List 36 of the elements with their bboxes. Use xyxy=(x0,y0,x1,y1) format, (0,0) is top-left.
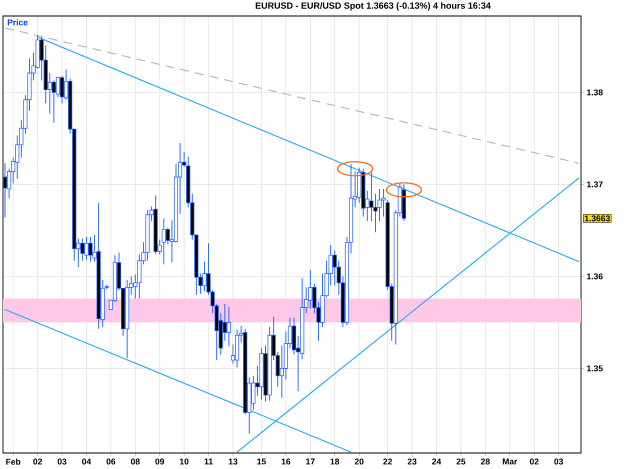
text: 1.3663 xyxy=(584,215,610,222)
candlestick xyxy=(202,261,207,292)
x-tick-label: 11 xyxy=(204,458,213,464)
candlestick xyxy=(84,236,89,260)
x-tick-label: 23 xyxy=(408,458,416,465)
candlestick xyxy=(226,306,231,347)
x-tick-label: 24 xyxy=(432,458,442,464)
x-tick-label: 17 xyxy=(306,458,315,464)
x-tick-label: 16 xyxy=(282,458,290,465)
chart-title: EURUSD - EUR/USD Spot 1.3663 (-0.13%) 4 hours 16:34 xyxy=(256,2,491,11)
x-tick-label: 04 xyxy=(82,458,92,465)
y-tick-label: 1.35 xyxy=(587,365,603,372)
y-tick-label: 1.37 xyxy=(587,181,603,188)
y-tick-label: 1.38 xyxy=(587,89,603,96)
x-tick-label: 13 xyxy=(228,458,238,465)
x-tick-label: 08 xyxy=(130,458,140,465)
x-tick-label: Mar xyxy=(502,458,518,464)
y-axis-title: Price xyxy=(8,19,28,26)
y-tick-label: 1.36 xyxy=(587,273,603,280)
x-tick-label: 03 xyxy=(554,458,564,465)
x-tick-label: 20 xyxy=(354,458,364,465)
candlestick xyxy=(308,269,312,310)
x-tick-label: 28 xyxy=(480,458,490,465)
x-tick-label: 15 xyxy=(257,458,266,464)
x-tick-label: 22 xyxy=(383,458,392,464)
x-tick-label: Feb xyxy=(6,458,20,465)
x-tick-label: 09 xyxy=(155,458,164,465)
x-tick-label: 03 xyxy=(58,458,66,465)
x-tick-label: 06 xyxy=(106,458,116,465)
candlestick xyxy=(162,218,166,265)
x-tick-label: 02 xyxy=(33,458,42,465)
x-tick-label: 02 xyxy=(530,458,539,465)
x-tick-label: 18 xyxy=(330,458,340,465)
candlestick xyxy=(88,236,93,262)
x-tick-label: 25 xyxy=(456,458,466,465)
x-tick-label: 10 xyxy=(180,458,188,465)
